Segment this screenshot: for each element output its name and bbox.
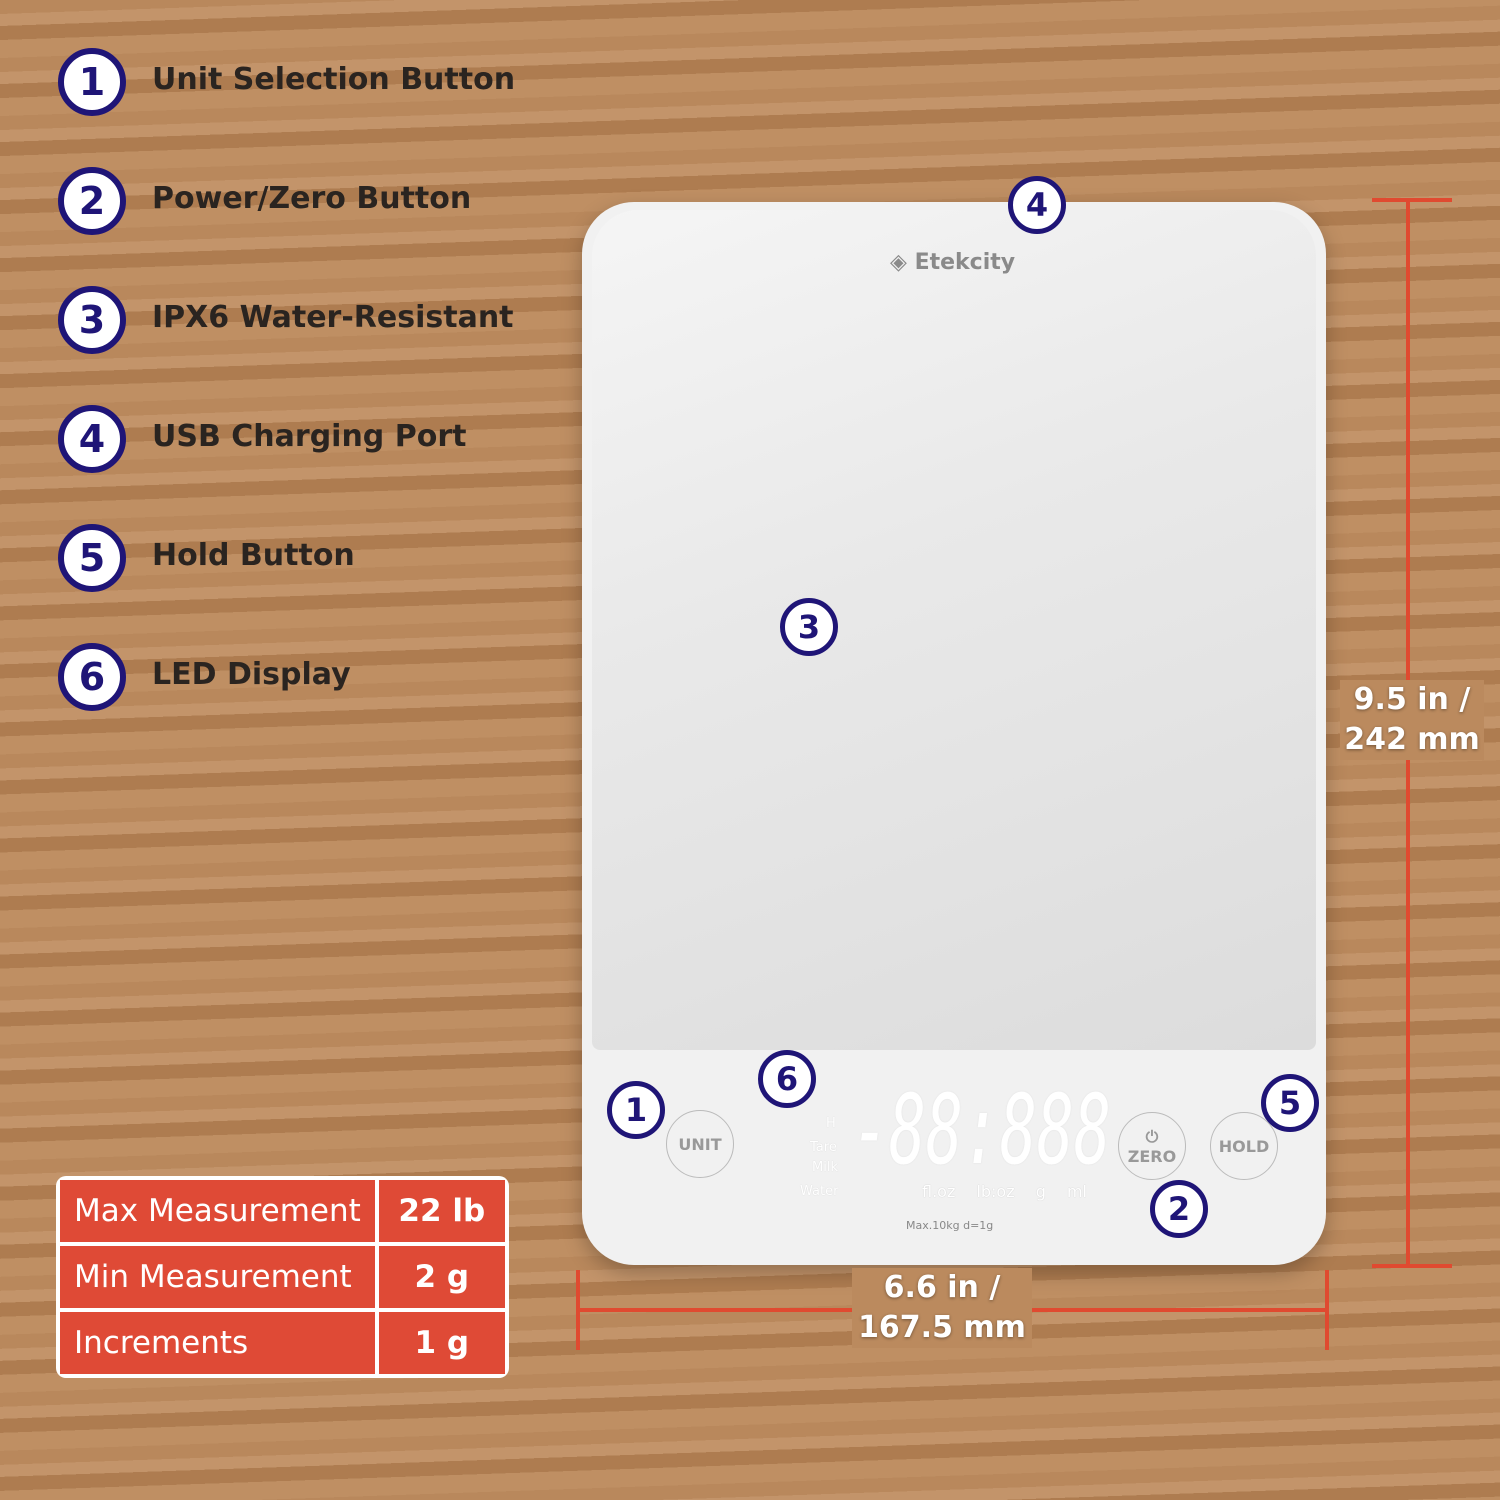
- led-display: -88:888: [852, 1074, 1111, 1186]
- indicator-milk: Milk: [812, 1160, 838, 1175]
- marker-1: 1: [58, 48, 126, 116]
- marker-6: 6: [758, 1050, 816, 1108]
- zero-label: ZERO: [1127, 1146, 1177, 1166]
- feature-label: IPX6 Water-Resistant: [152, 300, 514, 335]
- width-label: 6.6 in /167.5 mm: [852, 1268, 1032, 1348]
- feature-label: Power/Zero Button: [152, 181, 472, 216]
- glass-platform: [592, 210, 1316, 1050]
- table-row: Max Measurement 22 lb: [60, 1180, 505, 1242]
- kitchen-scale: ◈ Etekcity UNIT ⏻ ZERO HOLD -88:888 H Tar…: [582, 202, 1326, 1265]
- brand-name: Etekcity: [914, 250, 1016, 275]
- indicator-water: Water: [800, 1184, 839, 1199]
- dimension-tick: [1372, 198, 1452, 202]
- spec-table: Max Measurement 22 lb Min Measurement 2 g …: [56, 1176, 509, 1378]
- table-row: Min Measurement 2 g: [60, 1246, 505, 1308]
- feature-label: USB Charging Port: [152, 419, 467, 454]
- marker-4: 4: [58, 405, 126, 473]
- dimension-tick: [1325, 1270, 1329, 1350]
- unit-button[interactable]: UNIT: [666, 1110, 734, 1178]
- marker-2: 2: [1150, 1180, 1208, 1238]
- feature-label: Unit Selection Button: [152, 62, 516, 97]
- dimension-tick: [1372, 1264, 1452, 1268]
- table-row: Increments 1 g: [60, 1312, 505, 1374]
- marker-1: 1: [607, 1081, 665, 1139]
- indicator-h: H: [826, 1116, 836, 1131]
- marker-2: 2: [58, 167, 126, 235]
- feature-label: Hold Button: [152, 538, 355, 573]
- unit-labels: fl.oz lb:oz g ml: [922, 1182, 1087, 1201]
- capacity-spec: Max.10kg d=1g: [906, 1219, 994, 1232]
- logo-icon: ◈: [890, 250, 915, 275]
- dimension-tick: [576, 1270, 580, 1350]
- marker-5: 5: [58, 524, 126, 592]
- brand-logo: ◈ Etekcity: [890, 250, 1015, 275]
- indicator-tare: Tare: [810, 1140, 837, 1155]
- marker-6: 6: [58, 643, 126, 711]
- marker-3: 3: [780, 598, 838, 656]
- height-label: 9.5 in /242 mm: [1340, 680, 1484, 760]
- marker-5: 5: [1261, 1074, 1319, 1132]
- marker-3: 3: [58, 286, 126, 354]
- marker-4: 4: [1008, 176, 1066, 234]
- power-icon: ⏻: [1145, 1126, 1159, 1146]
- hold-button[interactable]: HOLD: [1210, 1112, 1278, 1180]
- feature-label: LED Display: [152, 657, 351, 692]
- zero-button[interactable]: ⏻ ZERO: [1118, 1112, 1186, 1180]
